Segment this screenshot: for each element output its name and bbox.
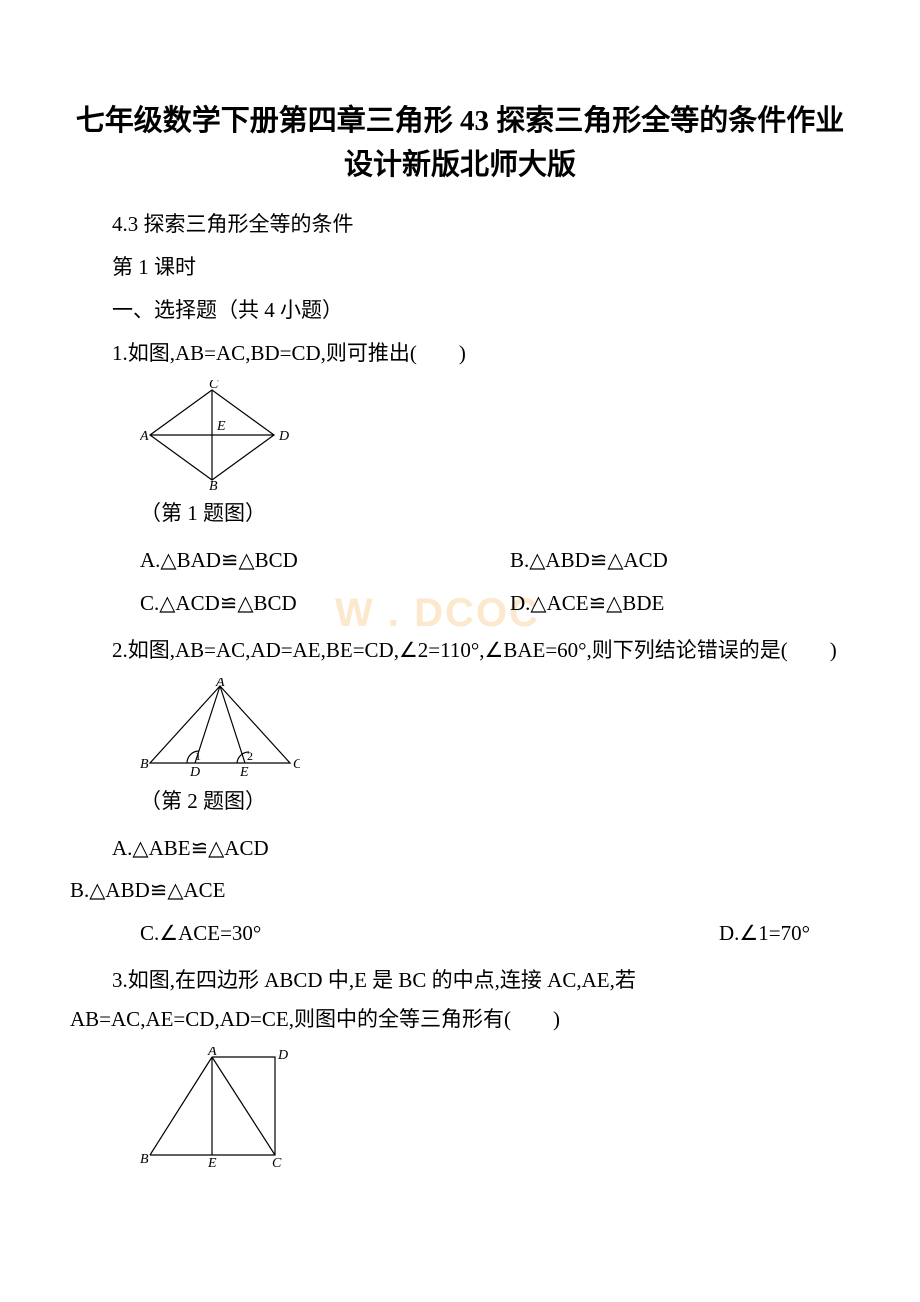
q3-figure: A D B E C: [140, 1047, 850, 1167]
q1-stem: 1.如图,AB=AC,BD=CD,则可推出( ): [70, 334, 850, 373]
q3-label-b: B: [140, 1152, 149, 1167]
q2-opt-b: B.△ABD≌△ACE: [70, 871, 850, 910]
part1-heading: 一、选择题（共 4 小题）: [70, 291, 850, 330]
q1-opt-c: C.△ACD≌△BCD: [140, 584, 510, 623]
q2-angle1: 1: [195, 749, 201, 763]
q3-label-a: A: [207, 1047, 217, 1059]
page-title: 七年级数学下册第四章三角形 43 探索三角形全等的条件作业设计新版北师大版: [70, 100, 850, 187]
label-c: C: [209, 380, 219, 392]
q1-caption: （第 1 题图）: [140, 494, 850, 533]
q1-opt-a: A.△BAD≌△BCD: [140, 541, 510, 580]
q2-opt-c: C.∠ACE=30°: [140, 914, 510, 953]
q3-label-c: C: [272, 1156, 282, 1167]
q2-label-d: D: [189, 765, 200, 778]
q2-label-b: B: [140, 757, 149, 772]
section-heading: 4.3 探索三角形全等的条件: [70, 205, 850, 244]
label-a: A: [140, 429, 149, 444]
lesson-label: 第 1 课时: [70, 248, 850, 287]
label-d: D: [278, 429, 289, 444]
q1-opt-d: D.△ACE≌△BDE: [510, 584, 850, 623]
q2-label-e: E: [239, 765, 249, 778]
q2-options-row2: C.∠ACE=30° D.∠1=70°: [140, 914, 850, 953]
label-e: E: [216, 419, 226, 434]
q3-stem: 3.如图,在四边形 ABCD 中,E 是 BC 的中点,连接 AC,AE,若AB…: [70, 961, 850, 1039]
q2-figure: A B C D E 1 2: [140, 678, 850, 778]
q2-caption: （第 2 题图）: [140, 782, 850, 821]
q1-figure: A C D B E: [140, 380, 850, 490]
q1-options-row2: W . DCOC C.△ACD≌△BCD D.△ACE≌△BDE: [140, 584, 850, 623]
q2-opt-a: A.△ABE≌△ACD: [70, 829, 850, 868]
q3-label-e: E: [207, 1156, 217, 1167]
q2-label-c: C: [293, 757, 300, 772]
q3-label-d: D: [277, 1048, 288, 1063]
q1-options-row1: A.△BAD≌△BCD B.△ABD≌△ACD: [140, 541, 850, 580]
q2-label-a: A: [215, 678, 225, 690]
q2-angle2: 2: [247, 749, 253, 763]
q1-opt-b: B.△ABD≌△ACD: [510, 541, 850, 580]
label-b: B: [209, 479, 218, 490]
q2-opt-d: D.∠1=70°: [510, 914, 850, 953]
